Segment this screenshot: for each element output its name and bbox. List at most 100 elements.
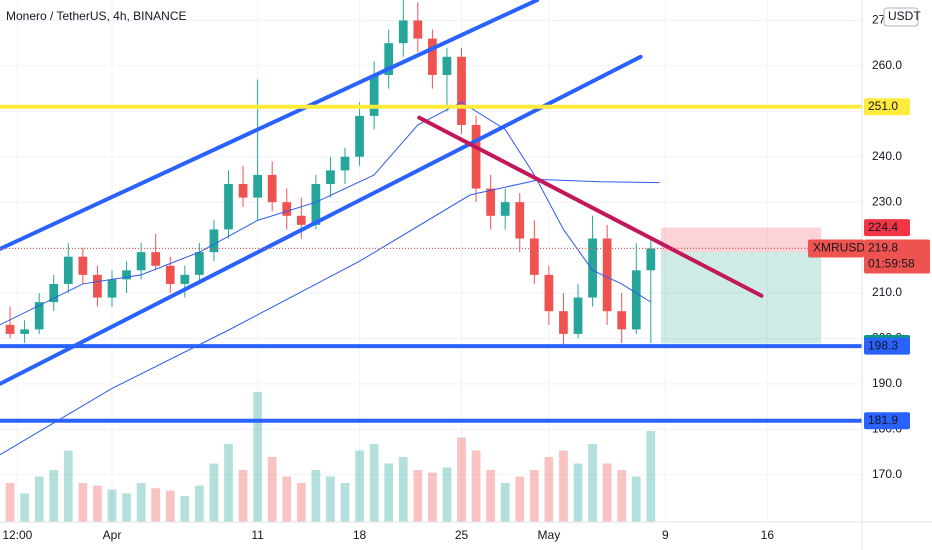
- candle-body: [253, 174, 262, 198]
- y-tick-label: 230.0: [872, 194, 902, 208]
- volume-bar: [78, 483, 88, 522]
- volume-bar: [34, 476, 44, 522]
- candle-body: [457, 56, 466, 125]
- candle-body: [267, 174, 277, 203]
- candle-body: [5, 324, 15, 334]
- volume-bar: [559, 450, 568, 522]
- candle-body: [631, 270, 641, 330]
- y-tick-label: 210.0: [872, 285, 902, 299]
- volume-bar: [617, 470, 627, 522]
- candle-body: [238, 183, 248, 198]
- volume-bar: [631, 476, 641, 522]
- candle-body: [180, 274, 190, 284]
- candle-body: [224, 183, 233, 230]
- candle-body: [122, 270, 131, 280]
- volume-bar: [282, 476, 292, 522]
- candle-body: [646, 248, 656, 271]
- volume-bar: [398, 457, 408, 522]
- y-tick-label: 260.0: [872, 58, 902, 72]
- moving-average: [0, 178, 660, 456]
- volume-bar: [588, 444, 597, 522]
- candle-body: [384, 43, 394, 75]
- candle-body: [78, 256, 88, 275]
- price-label: [864, 219, 910, 237]
- price-label: [864, 98, 910, 116]
- candle-body: [544, 274, 554, 312]
- candle-body: [588, 238, 597, 298]
- volume-bar: [646, 431, 656, 522]
- price-label: [864, 337, 910, 355]
- price-label-text: 224.4: [868, 220, 898, 234]
- currency-badge: [883, 7, 919, 27]
- x-tick-label: 25: [455, 528, 469, 542]
- candle-body: [442, 56, 452, 75]
- price-label-text: 198.3: [868, 338, 898, 352]
- volume-bar: [311, 470, 321, 522]
- volume-bar: [165, 490, 175, 522]
- plot-area: [0, 0, 862, 522]
- volume-bar: [5, 483, 15, 522]
- trendline: [0, 0, 540, 251]
- volume-bar: [515, 476, 525, 522]
- price-label-text: 181.9: [868, 413, 898, 427]
- candle-body: [515, 202, 525, 239]
- candle-body: [471, 124, 481, 189]
- volume-bar: [296, 483, 306, 522]
- candle-body: [602, 238, 612, 312]
- volume-bar: [253, 392, 262, 522]
- candle-body: [500, 202, 510, 216]
- volume-bar: [238, 470, 248, 522]
- y-tick-label: 170.0: [872, 467, 902, 481]
- volume-bar: [486, 470, 496, 522]
- volume-bar: [428, 472, 437, 522]
- candle-body: [20, 329, 29, 334]
- target-zone: [661, 252, 822, 344]
- x-tick-label: 11: [251, 528, 264, 542]
- candle-body: [573, 297, 583, 334]
- candle-body: [559, 311, 568, 334]
- moving-average: [0, 101, 652, 326]
- candle-body: [107, 279, 117, 298]
- price-label-text: 251.0: [868, 99, 898, 113]
- candle-body: [282, 202, 292, 216]
- x-tick-label: 9: [662, 528, 669, 542]
- volume-bar: [209, 463, 219, 522]
- x-tick-label: 18: [353, 528, 367, 542]
- candle-body: [49, 283, 59, 303]
- x-tick-label: 12:00: [2, 528, 32, 542]
- candle-body: [296, 215, 306, 225]
- candle-body: [398, 20, 408, 44]
- candle-body: [195, 252, 204, 275]
- volume-bar: [49, 470, 59, 522]
- volume-bar: [326, 476, 335, 522]
- symbol-tag: [808, 239, 864, 258]
- volume-bar: [500, 483, 510, 522]
- volume-bar: [457, 437, 466, 522]
- candle-body: [165, 265, 175, 284]
- candle-body: [151, 252, 161, 266]
- currency-label: USDT: [888, 9, 921, 23]
- chart-title: Monero / TetherUS, 4h, BINANCE: [6, 9, 187, 23]
- volume-bar: [267, 457, 277, 522]
- symbol-name: XMRUSDT: [813, 241, 873, 255]
- volume-bar: [384, 463, 394, 522]
- candle-body: [529, 238, 539, 275]
- x-tick-label: Apr: [103, 528, 122, 542]
- volume-bar: [355, 450, 364, 522]
- candle-body: [355, 115, 364, 157]
- volume-bar: [151, 488, 161, 522]
- volume-bar: [573, 463, 583, 522]
- volume-bar: [529, 470, 539, 522]
- candle-body: [340, 156, 350, 171]
- x-tick-label: May: [538, 528, 561, 542]
- last-price-tag: [864, 239, 930, 274]
- volume-bar: [369, 444, 379, 522]
- overlay: 224.4219.0198.9251.0198.3181.9XMRUSDT219…: [808, 7, 930, 430]
- volume-bar: [602, 463, 612, 522]
- volume-bar: [20, 493, 29, 522]
- trendline: [417, 115, 764, 298]
- candle-body: [209, 229, 219, 253]
- candle-body: [136, 252, 146, 271]
- trendline: [0, 54, 643, 386]
